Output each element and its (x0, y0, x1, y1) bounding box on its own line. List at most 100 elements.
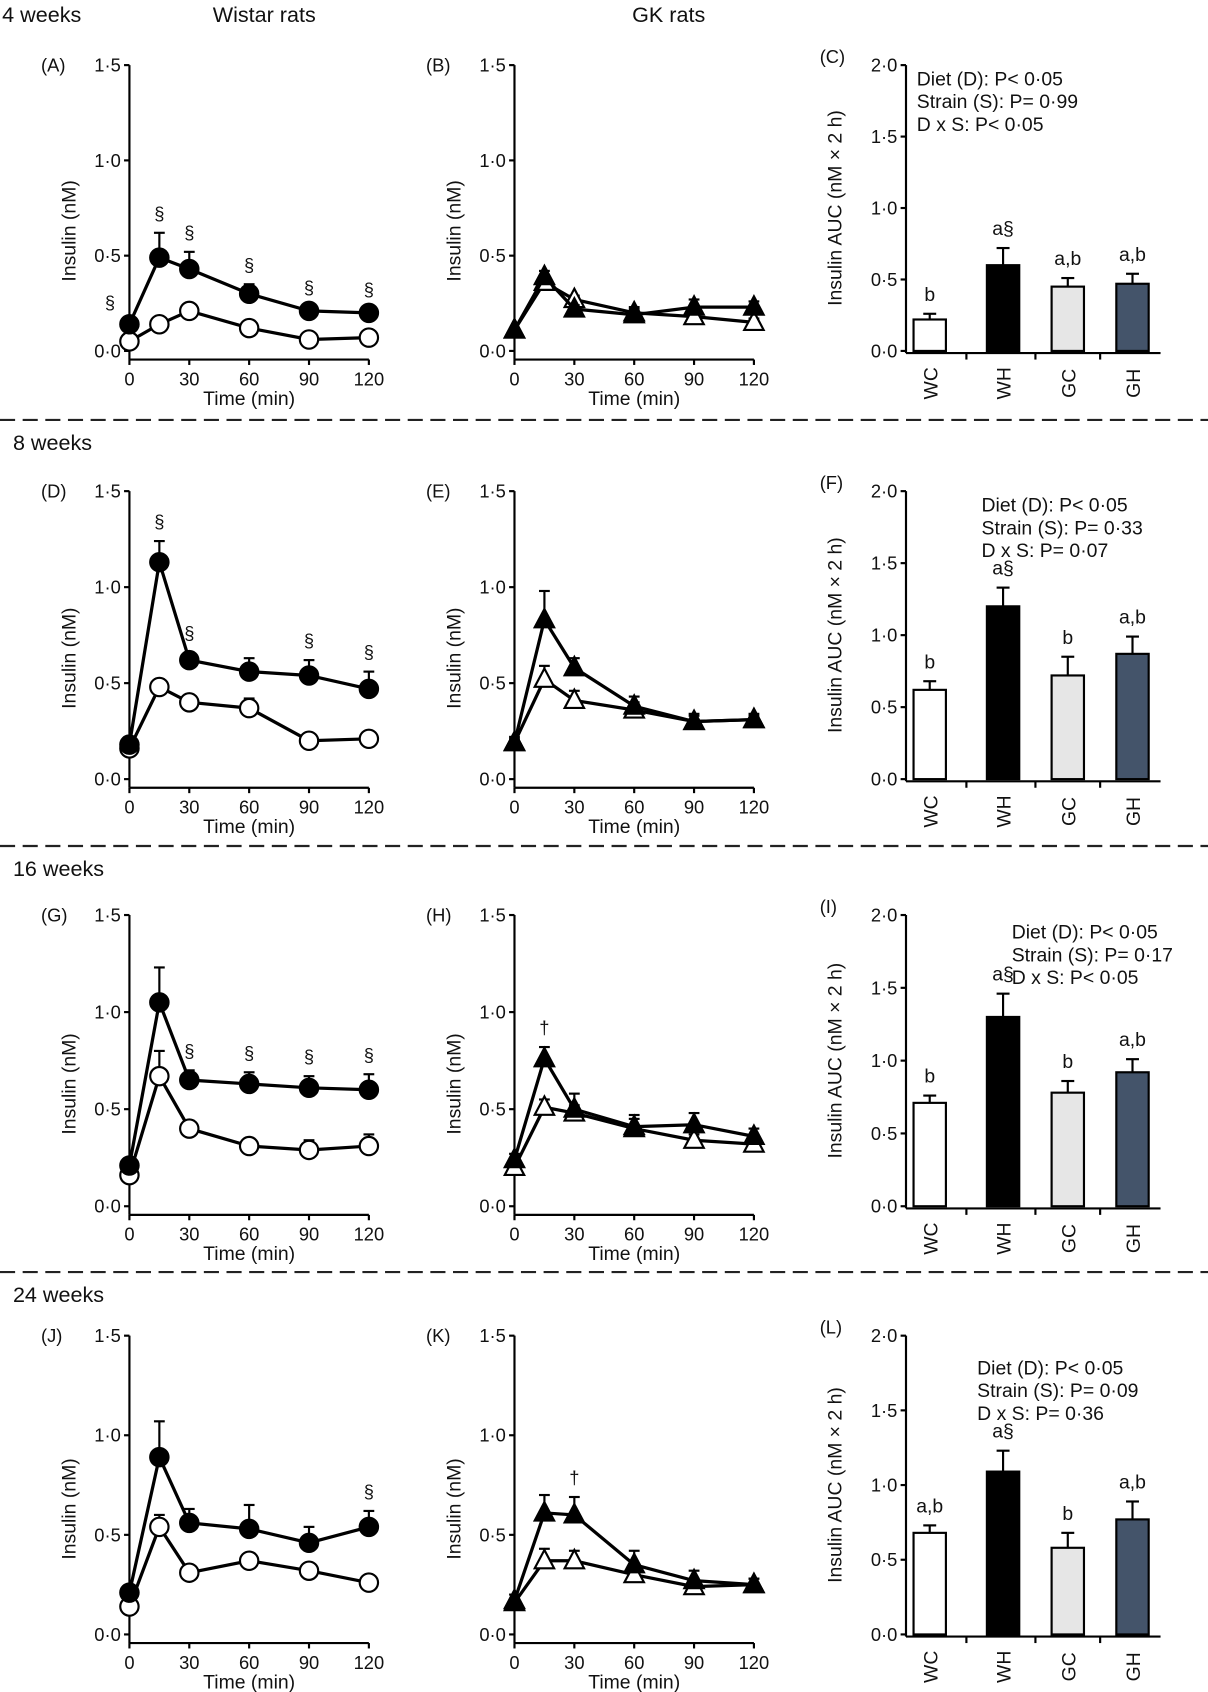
bar-gc (1050, 285, 1086, 353)
y-axis-label: Insulin (nM) (59, 1033, 81, 1134)
panel-letter: (D) (41, 481, 66, 502)
y-tick-label: 0·5 (479, 673, 506, 694)
bar-label: b (1062, 1503, 1073, 1525)
y-tick-label: 0·5 (94, 245, 121, 266)
x-tick-label: 120 (739, 1224, 770, 1245)
filled-triangle-marker (622, 693, 646, 715)
stats-line: Strain (S): P= 0·33 (982, 517, 1143, 539)
open-circle-marker (298, 1560, 320, 1581)
row-label-16wk: 16 weeks (13, 856, 104, 881)
bar-gh (1115, 1071, 1150, 1208)
y-axis-label: Insulin (nM) (59, 607, 81, 708)
filled-circle-marker (179, 1069, 200, 1091)
x-tick-label: 60 (239, 368, 259, 389)
panel-letter: (K) (426, 1325, 450, 1346)
y-tick-label: 0·5 (479, 245, 506, 266)
x-tick-label: 30 (564, 797, 584, 818)
x-tick-label: 30 (179, 1224, 199, 1245)
y-tick-label: 0·0 (479, 1196, 506, 1217)
y-tick-label: 1·5 (479, 905, 506, 926)
y-tick-label: 0·0 (479, 769, 506, 790)
filled-circle-marker (238, 1073, 260, 1095)
y-tick-label: 2·0 (871, 1325, 897, 1346)
row-label-24wk: 24 weeks (13, 1282, 104, 1307)
open-circle-marker (238, 697, 260, 719)
stats-line: Diet (D): P< 0·05 (977, 1358, 1123, 1380)
filled-triangle-marker (742, 1571, 766, 1594)
x-category-label: GC (1058, 369, 1080, 398)
y-axis-label: Insulin (nM) (444, 1458, 466, 1559)
bar-wc (912, 318, 947, 353)
panel-i: (I) 0·0 0·5 1·0 1·5 2·0 Insulin AUC (nM × 2 h)… (820, 896, 1173, 1255)
x-tick-label: 0 (124, 368, 134, 389)
stats-line: D x S: P= 0·07 (982, 540, 1109, 562)
x-tick-label: 0 (509, 1652, 519, 1673)
x-category-label: GC (1058, 797, 1080, 826)
x-tick-label: 60 (624, 368, 644, 389)
x-tick-label: 90 (299, 368, 319, 389)
open-circle-marker (179, 1118, 200, 1139)
x-tick-label: 90 (684, 1224, 704, 1245)
y-tick-label: 1·5 (94, 1325, 121, 1346)
x-category-label: GC (1058, 1224, 1080, 1253)
x-tick-label: 120 (739, 368, 770, 389)
bar-label: b (924, 284, 935, 306)
x-tick-label: 0 (124, 1652, 134, 1673)
open-circle-marker (358, 1135, 380, 1157)
bar-wh (985, 264, 1021, 353)
x-tick-label: 120 (354, 368, 385, 389)
y-tick-label: 0·5 (871, 697, 897, 718)
y-tick-label: 1·0 (94, 1002, 121, 1023)
x-category-label: GH (1123, 369, 1145, 398)
panel-h: (H) 0·0 0·5 1·0 1·5 0 30 60 90 120 Time (min) Insul… (426, 905, 769, 1266)
significance-mark: § (184, 222, 194, 243)
bar-label: a§ (992, 218, 1014, 240)
open-circle-marker (298, 1139, 320, 1161)
panel-letter: (F) (820, 472, 843, 493)
filled-triangle-marker (562, 295, 586, 318)
panel-letter: (H) (426, 905, 451, 926)
row-label-8wk: 8 weeks (13, 430, 92, 455)
bar-label: a,b (1119, 1029, 1146, 1051)
bar-gc (1050, 1091, 1086, 1208)
y-tick-label: 2·0 (871, 481, 897, 502)
panel-letter: (B) (426, 55, 450, 76)
y-axis-label: Insulin (nM) (59, 180, 81, 281)
x-category-label: WC (920, 1651, 942, 1683)
open-circle-marker (358, 728, 380, 750)
y-tick-label: 1·5 (871, 126, 897, 147)
y-tick-label: 1·0 (479, 577, 506, 598)
x-category-label: GH (1123, 1652, 1145, 1681)
x-axis-label: Time (min) (588, 816, 680, 838)
x-category-label: WH (994, 795, 1016, 827)
y-tick-label: 1·5 (871, 1400, 897, 1421)
significance-mark: § (184, 1040, 194, 1061)
bar-wc (912, 1531, 947, 1636)
x-tick-label: 90 (684, 1652, 704, 1673)
bar-label: a§ (992, 1421, 1014, 1443)
filled-triangle-marker (742, 706, 766, 729)
x-category-label: GC (1058, 1652, 1080, 1681)
significance-mark: § (244, 254, 254, 275)
y-axis-label: Insulin AUC (nM × 2 h) (824, 963, 846, 1159)
bar-wh (985, 1015, 1021, 1208)
significance-mark: § (244, 1042, 254, 1063)
x-tick-label: 90 (299, 1652, 319, 1673)
x-category-label: WC (920, 1222, 942, 1254)
y-tick-label: 0·0 (871, 1196, 897, 1217)
y-axis-label: Insulin AUC (nM × 2 h) (824, 1387, 846, 1583)
stats-line: Diet (D): P< 0·05 (917, 69, 1063, 91)
panel-letter: (A) (41, 55, 65, 76)
open-circle-marker (179, 1562, 200, 1583)
y-axis-label: Insulin (nM) (444, 607, 466, 708)
x-tick-label: 0 (509, 368, 519, 389)
panel-c: (C) 0·0 0·5 1·0 1·5 2·0 Insulin AUC (nM × 2 h)… (820, 46, 1161, 399)
x-axis-label: Time (min) (588, 1671, 680, 1692)
stats-line: Strain (S): P= 0·99 (917, 91, 1078, 113)
y-tick-label: 1·5 (479, 1325, 506, 1346)
significance-mark: § (364, 1481, 374, 1502)
open-circle-marker (149, 1516, 170, 1538)
x-tick-label: 90 (684, 368, 704, 389)
y-tick-label: 1·5 (871, 977, 897, 998)
series-line (512, 1054, 755, 1161)
